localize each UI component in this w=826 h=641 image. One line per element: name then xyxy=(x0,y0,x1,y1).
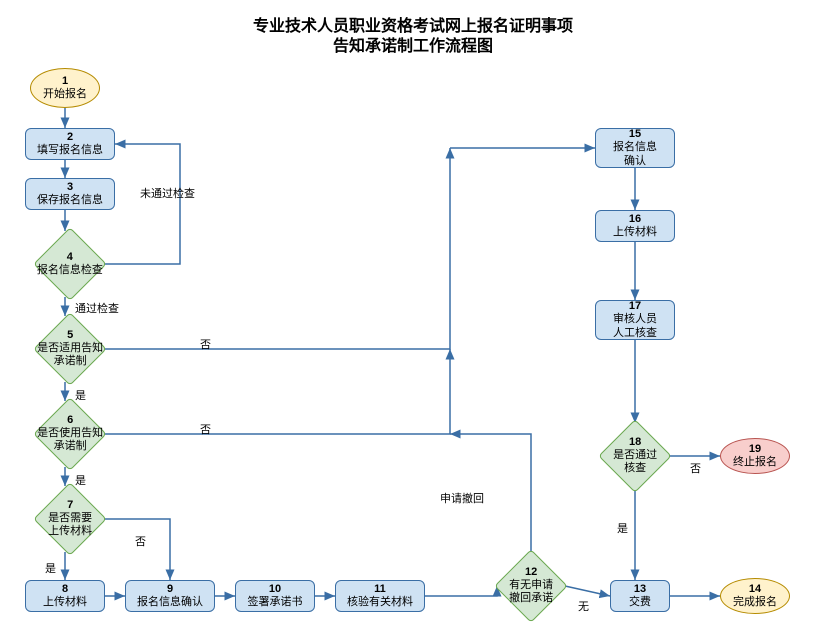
edge-6 xyxy=(104,148,450,349)
edge-17 xyxy=(565,586,610,596)
node-n14: 14完成报名 xyxy=(720,578,790,614)
edge-label-17: 无 xyxy=(578,598,589,614)
node-n1: 1开始报名 xyxy=(30,68,100,108)
node-n8: 8上传材料 xyxy=(25,580,105,612)
edge-label-7: 是 xyxy=(75,472,86,488)
edge-label-6: 否 xyxy=(200,336,211,352)
edge-label-11: 否 xyxy=(135,533,146,549)
node-n12: 12有无申请撤回承诺 xyxy=(494,549,568,623)
edge-11 xyxy=(104,519,170,580)
node-n10: 10签署承诺书 xyxy=(235,580,315,612)
edge-3 xyxy=(104,144,180,264)
node-n11: 11核验有关材料 xyxy=(335,580,425,612)
edge-15 xyxy=(425,586,497,596)
node-n15: 15报名信息确认 xyxy=(595,128,675,168)
edge-label-16: 申请撤回 xyxy=(440,490,484,506)
node-n16: 16上传材料 xyxy=(595,210,675,242)
edge-label-4: 通过检查 xyxy=(75,300,119,316)
edge-label-8: 否 xyxy=(200,421,211,437)
edge-label-23: 是 xyxy=(617,520,628,536)
edge-8 xyxy=(104,349,450,434)
title-line2: 告知承诺制工作流程图 xyxy=(0,32,826,56)
edge-label-3: 未通过检查 xyxy=(140,185,195,201)
node-n9: 9报名信息确认 xyxy=(125,580,215,612)
node-n17: 17审核人员人工核查 xyxy=(595,300,675,340)
node-n18: 18是否通过核查 xyxy=(598,419,672,493)
edge-label-5: 是 xyxy=(75,387,86,403)
node-n7: 7是否需要上传材料 xyxy=(33,482,107,556)
node-n5: 5是否适用告知承诺制 xyxy=(33,312,107,386)
node-n2: 2填写报名信息 xyxy=(25,128,115,160)
node-n13: 13交费 xyxy=(610,580,670,612)
edge-label-22: 否 xyxy=(690,460,701,476)
node-n4: 4报名信息检查 xyxy=(33,227,107,301)
edge-label-10: 是 xyxy=(45,560,56,576)
node-n3: 3保存报名信息 xyxy=(25,178,115,210)
node-n19: 19终止报名 xyxy=(720,438,790,474)
node-n6: 6是否使用告知承诺制 xyxy=(33,397,107,471)
